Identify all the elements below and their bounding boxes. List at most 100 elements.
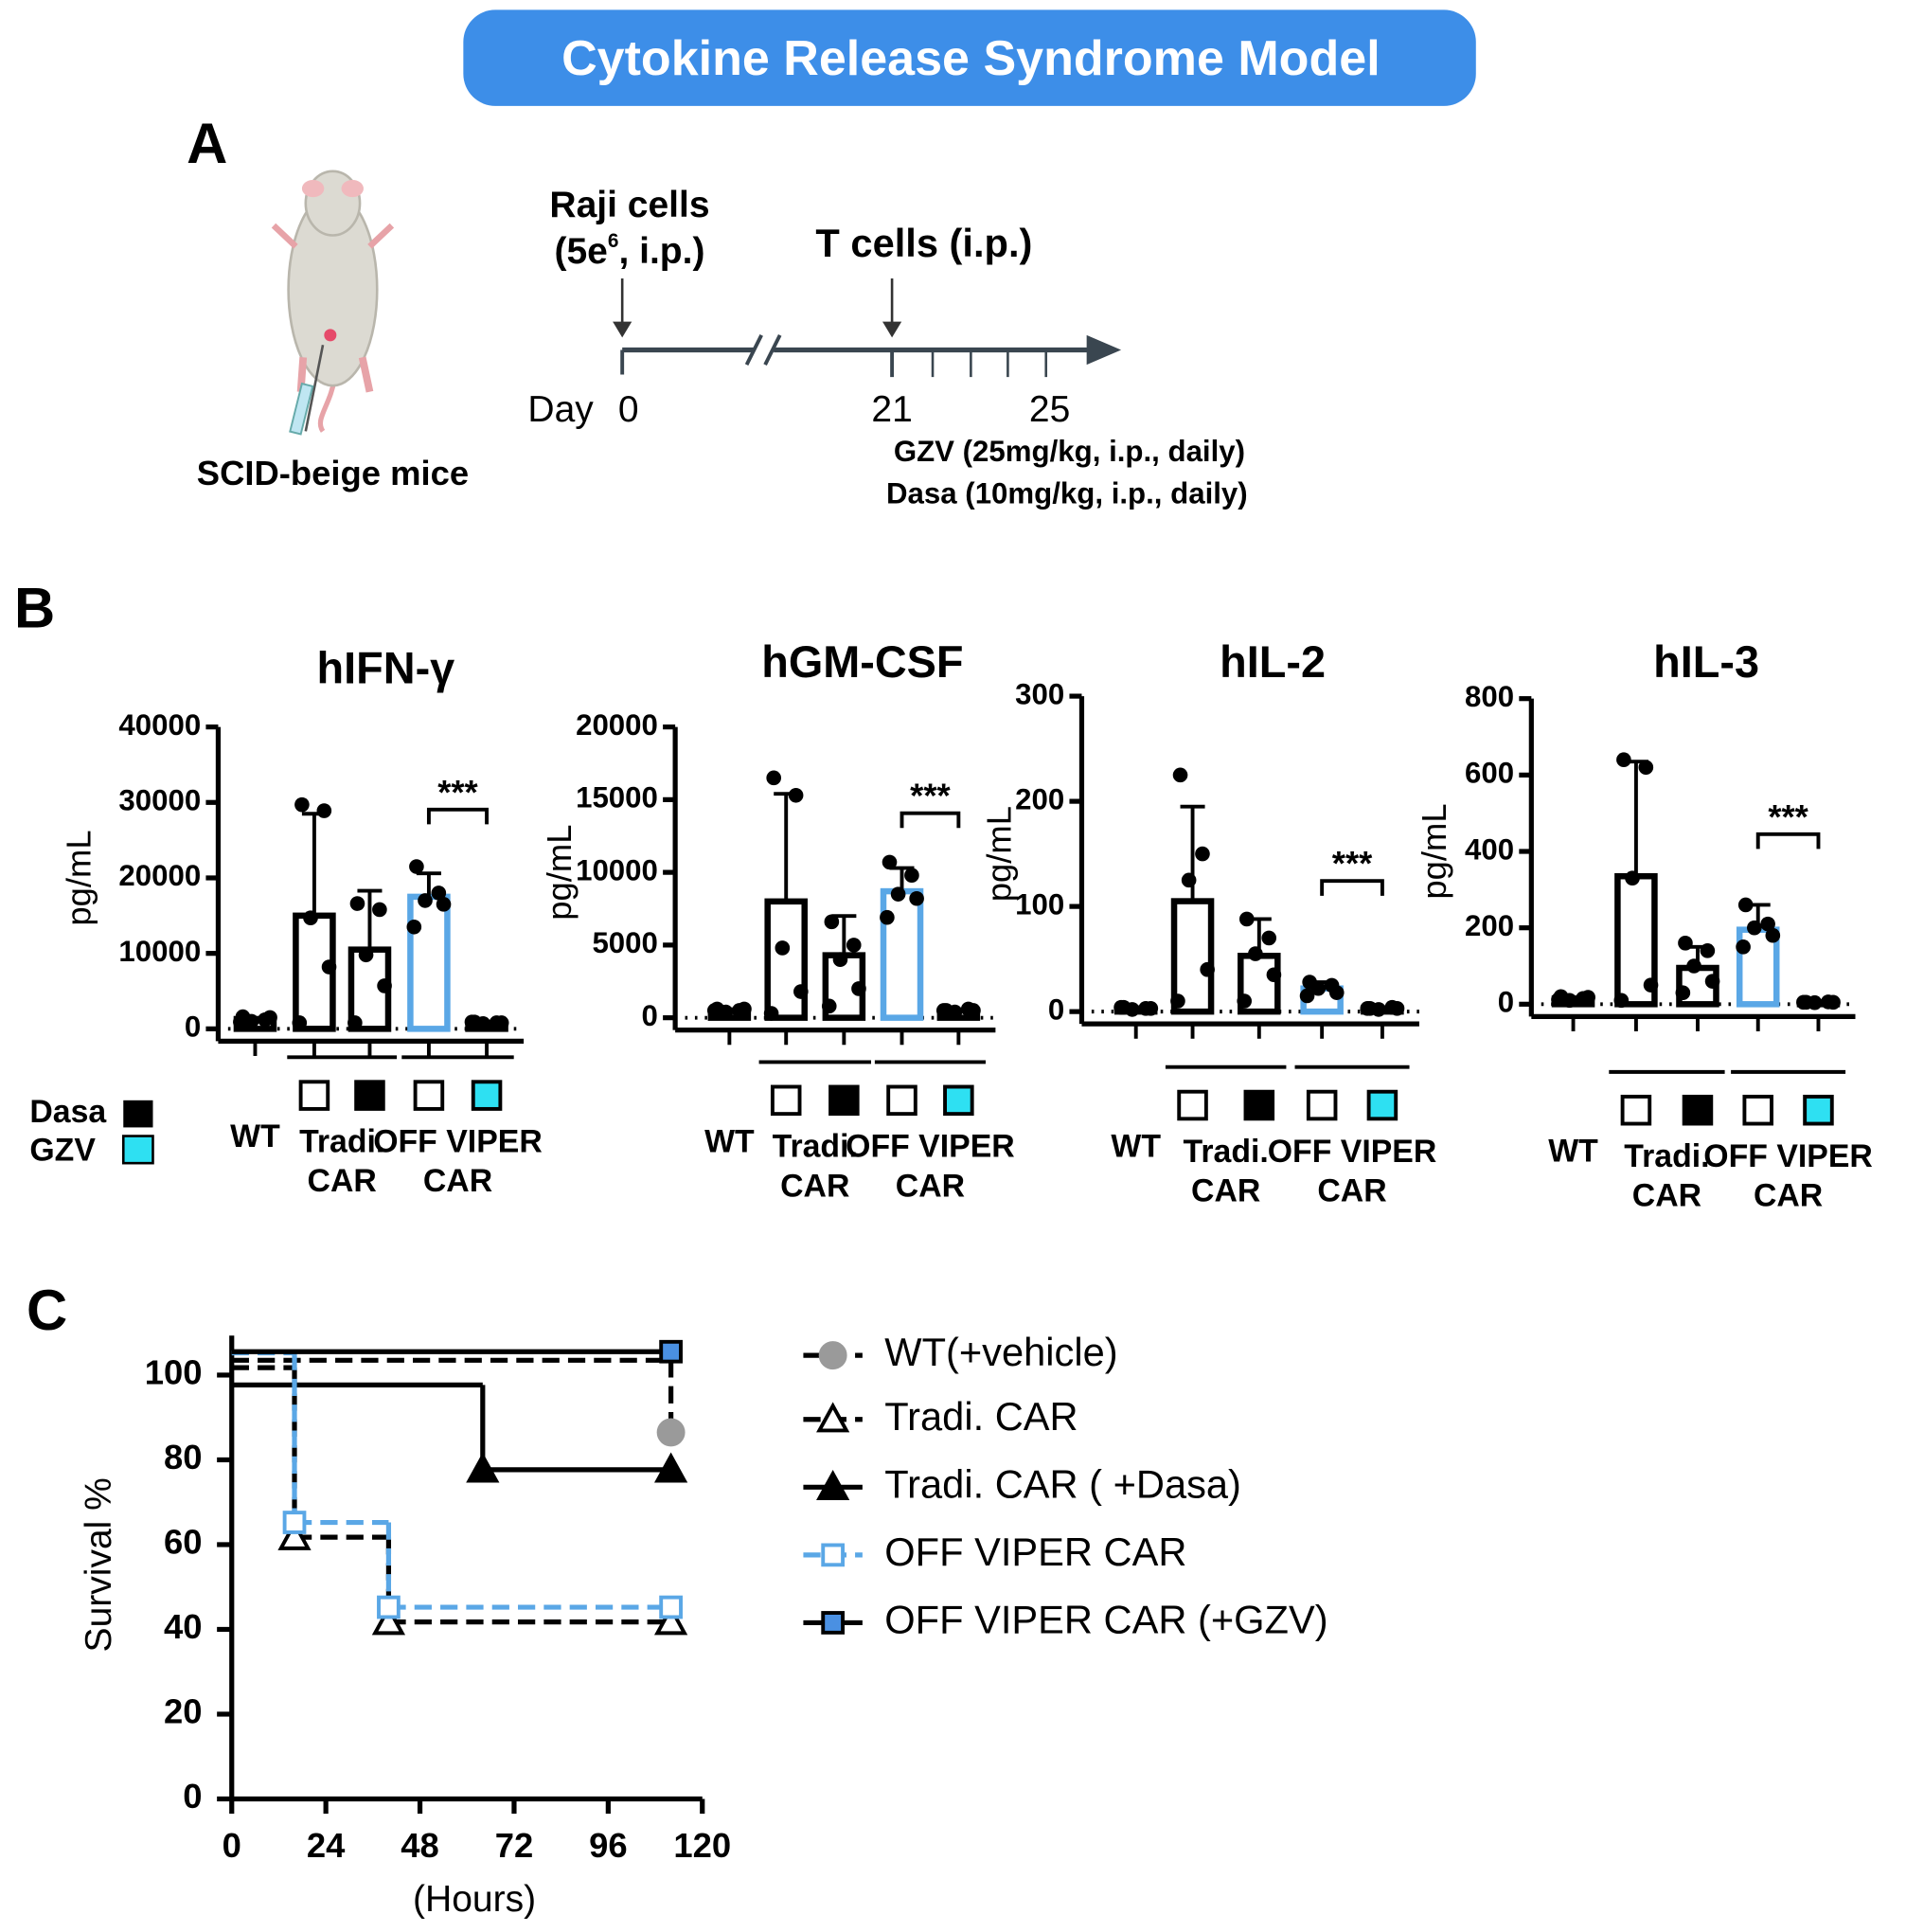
significance-label: ***: [1768, 797, 1808, 836]
chart-title: hIL-2: [1220, 637, 1326, 687]
treatment-box: [1243, 1089, 1275, 1121]
x-tick-label: WT: [230, 1118, 280, 1154]
y-tick-label: 60: [164, 1523, 203, 1562]
y-tick-label: 20: [164, 1692, 203, 1731]
data-point: [821, 998, 837, 1014]
group-label-text: OFF VIPER CAR: [1267, 1132, 1437, 1209]
data-point: [316, 803, 332, 818]
treatment-box: [1177, 1089, 1208, 1121]
data-point: [1310, 980, 1327, 996]
group-label: OFF VIPER CAR: [1703, 1136, 1873, 1214]
x-tick-label: WT: [704, 1123, 755, 1159]
survival-marker: [371, 1604, 406, 1636]
data-point: [464, 1014, 480, 1029]
data-point: [966, 1003, 981, 1018]
day-label: Day: [527, 389, 594, 430]
x-tick-label: WT: [1111, 1128, 1161, 1164]
data-point: [1299, 988, 1315, 1004]
data-point: [1796, 994, 1811, 1011]
data-point: [1371, 1002, 1386, 1017]
group-label: OFF VIPER CAR: [373, 1122, 543, 1199]
data-point: [1124, 1002, 1140, 1017]
treatment-note: GZV (25mg/kg, i.p., daily): [894, 435, 1245, 468]
y-tick-label: 20000: [576, 708, 658, 742]
survival-marker: [656, 1418, 686, 1447]
data-point: [294, 796, 310, 813]
y-tick-label: 10000: [118, 935, 201, 968]
legend-label: OFF VIPER CAR (+GZV): [884, 1597, 1327, 1641]
y-tick-label: 400: [1465, 832, 1514, 866]
data-point: [233, 1014, 248, 1029]
bar: [407, 893, 451, 1032]
treatment-box: [1620, 1094, 1652, 1126]
group-label-text: Tradi. CAR: [1183, 1132, 1269, 1209]
data-point: [706, 1003, 722, 1018]
data-point: [418, 893, 433, 908]
y-axis-label: Survival %: [79, 1477, 119, 1652]
data-point: [347, 1015, 363, 1030]
treatment-legend-box: [123, 1100, 153, 1128]
survival-marker: [277, 1519, 312, 1550]
group-label-text: OFF VIPER CAR: [1703, 1136, 1873, 1214]
treatment-box: [471, 1080, 503, 1111]
treatment-box: [1682, 1094, 1714, 1126]
data-point: [1736, 939, 1751, 955]
data-point: [1686, 958, 1701, 974]
data-point: [1826, 994, 1841, 1011]
data-point: [1195, 846, 1210, 862]
data-point: [1551, 992, 1566, 1008]
data-point: [890, 886, 906, 902]
y-tick-label: 100: [1015, 887, 1064, 921]
y-tick-label: 5000: [592, 926, 657, 959]
legend-label: Tradi. CAR ( +Dasa): [884, 1461, 1241, 1506]
data-point: [882, 854, 898, 870]
mouse-illustration: [271, 170, 395, 436]
day-number: 21: [871, 389, 912, 430]
significance-label: ***: [1332, 844, 1373, 883]
y-tick-label: 20000: [118, 859, 201, 892]
data-point: [763, 1006, 779, 1021]
data-point: [1638, 760, 1654, 776]
group-label: OFF VIPER CAR: [846, 1127, 1015, 1204]
y-axis-label: pg/mL: [1415, 803, 1453, 899]
data-point: [321, 959, 337, 975]
raji-dose: (5e6, i.p.): [554, 229, 704, 272]
data-point: [1143, 1001, 1159, 1016]
data-point: [1200, 961, 1215, 977]
legend-marker: [821, 1611, 846, 1635]
data-point: [793, 984, 809, 999]
data-point: [292, 1015, 308, 1030]
panel-letter: C: [27, 1279, 67, 1342]
y-tick-label: 15000: [576, 781, 658, 814]
data-point: [1613, 993, 1630, 1009]
treatment-legend-label: Dasa: [29, 1094, 107, 1130]
y-axis-label: pg/mL: [980, 806, 1019, 902]
group-label-text: Tradi. CAR: [772, 1127, 858, 1205]
timeline: [620, 334, 1122, 378]
y-tick-label: 200: [1465, 909, 1514, 942]
data-point: [475, 1015, 490, 1031]
data-point: [409, 859, 424, 874]
significance-bracket: [900, 811, 961, 829]
raji-label: Raji cells: [549, 185, 709, 225]
data-point: [358, 947, 374, 963]
y-tick-label: 0: [183, 1777, 202, 1816]
y-tick-label: 30000: [118, 784, 201, 817]
data-point: [1747, 920, 1762, 936]
x-tick-label: 0: [223, 1826, 241, 1865]
significance-label: ***: [910, 777, 951, 815]
survival-marker: [282, 1511, 307, 1534]
banner-box: [463, 9, 1476, 106]
data-point: [243, 1013, 259, 1029]
significance-label: ***: [437, 773, 478, 812]
raji-dose-part: , i.p.): [618, 231, 704, 272]
data-point: [436, 897, 452, 912]
treatment-box: [1366, 1089, 1398, 1121]
y-tick-label: 0: [642, 999, 658, 1032]
y-axis-label: pg/mL: [540, 825, 579, 921]
data-point: [1700, 943, 1716, 958]
y-axis-label: pg/mL: [60, 830, 98, 925]
data-point: [718, 1004, 734, 1020]
legend-marker: [816, 1402, 850, 1433]
